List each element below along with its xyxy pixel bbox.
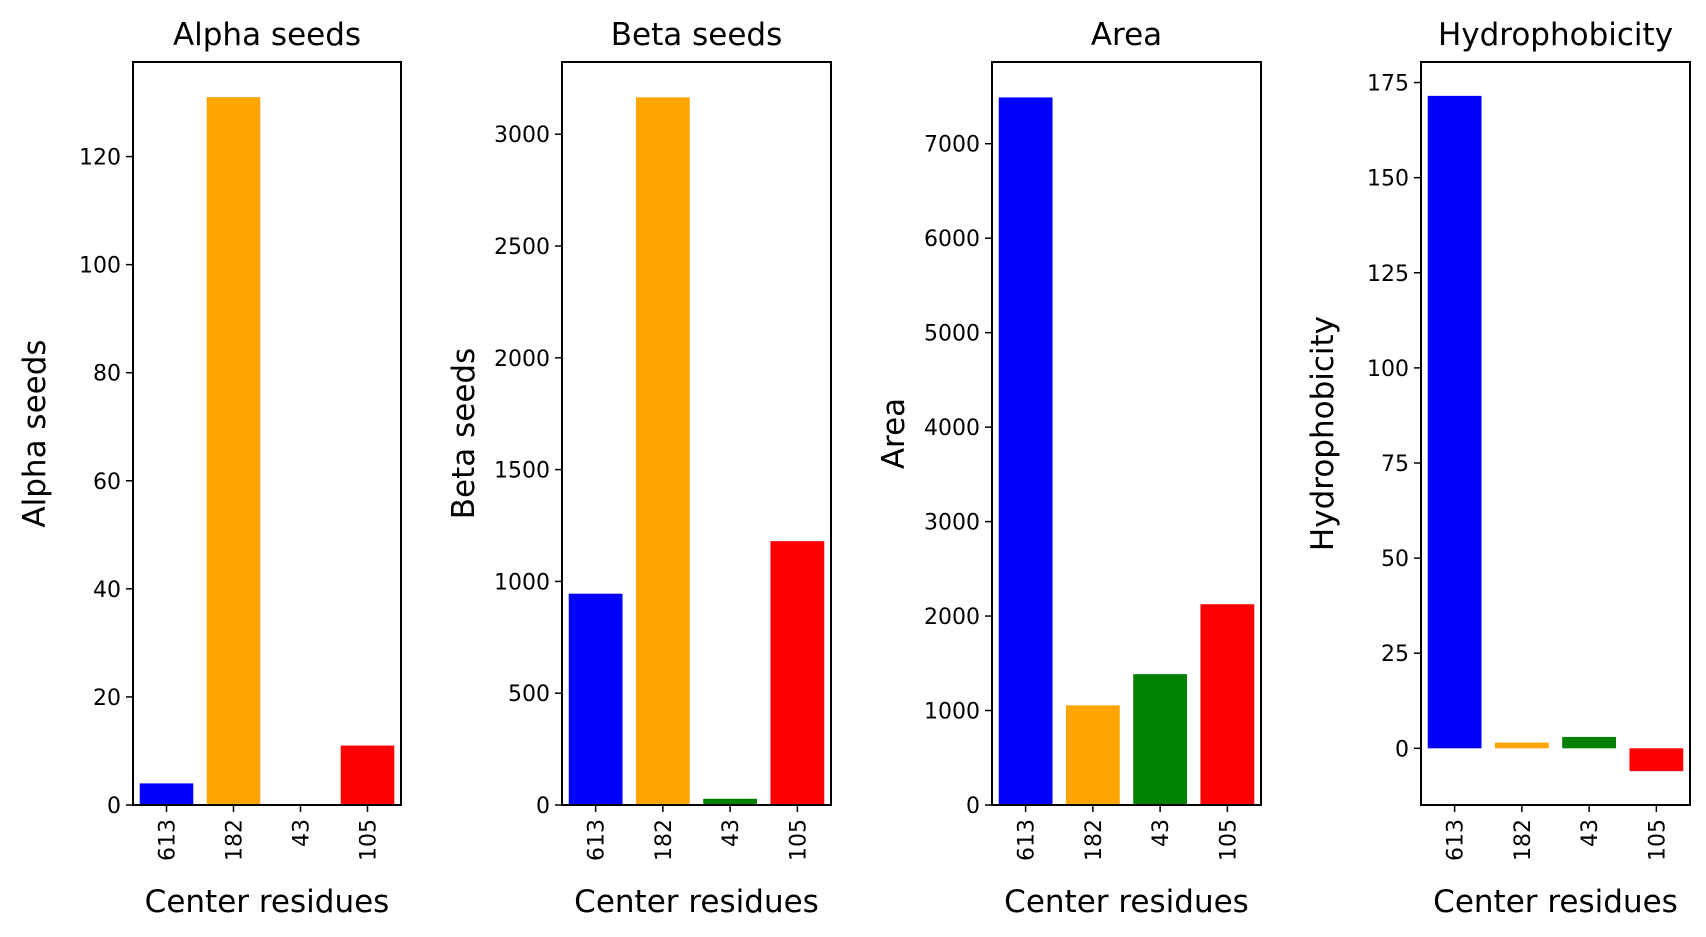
y-tick-label: 1000 [494,570,550,595]
chart-panel-2: 0 500 1000 1500 2000 2500 3000 613 182 43 105 Beta … [446,17,832,920]
bar-182 [1065,705,1120,805]
bar-182 [206,97,261,806]
bar-613 [1427,95,1482,749]
chart-panel-4: 0 25 50 75 100 125 150 175 613 182 43 105 Hydrophobi… [1305,17,1691,920]
y-tick-label: 0 [107,794,121,819]
y-tick-label: 3000 [924,511,980,536]
x-tick-label: 43 [719,819,744,847]
y-tick-label: 120 [79,146,121,171]
y-tick-label: 3000 [494,123,550,148]
chart-panel-3: 0 1000 2000 3000 4000 5000 6000 7000 613 182 43 105… [876,17,1262,920]
y-tick-label: 4000 [924,416,980,441]
y-tick-label: 40 [93,578,121,603]
x-tick-label: 182 [652,819,677,861]
x-tick-label: 182 [223,819,248,861]
bar-105 [1629,748,1684,772]
y-tick-label: 25 [1381,642,1409,667]
axes-frame [132,61,402,806]
y-tick-label: 2000 [494,347,550,372]
y-axis-label: Area [876,398,912,469]
y-tick-label: 60 [93,470,121,495]
axes-frame [561,61,832,806]
y-tick-label: 1000 [924,700,980,725]
y-axis-label: Hydrophobicity [1305,316,1341,551]
x-axis-label: Center residues [1004,884,1249,920]
x-tick-label: 43 [1578,819,1603,847]
y-tick-label: 100 [1367,357,1409,382]
y-tick-label: 0 [536,794,550,819]
y-tick-label: 500 [508,682,550,707]
bar-43 [1562,736,1617,749]
bar-105 [770,541,825,805]
y-axis-label: Beta seeds [446,348,482,519]
x-tick-label: 105 [786,819,811,861]
x-tick-label: 182 [1511,819,1536,861]
y-tick-label: 20 [93,686,121,711]
x-tick-label: 105 [357,819,382,861]
x-tick-label: 105 [1645,819,1670,861]
axes-frame [991,61,1262,806]
y-tick-label: 75 [1381,452,1409,477]
y-tick-label: 1500 [494,459,550,484]
y-tick-label: 2500 [494,235,550,260]
y-tick-label: 2000 [924,605,980,630]
y-tick-label: 5000 [924,322,980,347]
chart-title: Alpha seeds [173,17,361,53]
y-tick-label: 0 [966,794,980,819]
y-tick-label: 6000 [924,227,980,252]
chart-title: Beta seeds [611,17,782,53]
bar-43 [703,798,758,805]
x-axis-label: Center residues [1433,884,1678,920]
x-tick-label: 43 [290,819,315,847]
bar-182 [1494,742,1549,749]
chart-panel-1: 0 20 40 60 80 100 120 613 182 43 105 Alpha seeds Cen… [17,17,402,920]
bar-43 [1133,674,1188,805]
y-tick-label: 150 [1367,167,1409,192]
y-axis-label: Alpha seeds [17,339,53,527]
x-tick-label: 613 [1015,819,1040,861]
bar-105 [340,745,395,805]
chart-title: Area [1091,17,1162,53]
y-tick-label: 125 [1367,262,1409,287]
x-tick-label: 613 [156,819,181,861]
bar-105 [1200,604,1255,805]
axes-frame [1420,61,1691,806]
x-axis-label: Center residues [145,884,390,920]
x-tick-label: 43 [1149,819,1174,847]
y-tick-label: 50 [1381,547,1409,572]
y-tick-label: 175 [1367,72,1409,97]
bar-613 [568,593,623,805]
x-tick-label: 613 [585,819,610,861]
bar-613 [998,97,1053,806]
y-tick-label: 7000 [924,133,980,158]
x-tick-label: 613 [1444,819,1469,861]
x-axis-label: Center residues [574,884,819,920]
x-tick-label: 182 [1082,819,1107,861]
y-tick-label: 0 [1395,737,1409,762]
bar-182 [635,97,690,805]
bar-613 [139,783,194,805]
chart-title: Hydrophobicity [1438,17,1673,53]
x-tick-label: 105 [1216,819,1241,861]
y-tick-label: 100 [79,254,121,279]
y-tick-label: 80 [93,362,121,387]
